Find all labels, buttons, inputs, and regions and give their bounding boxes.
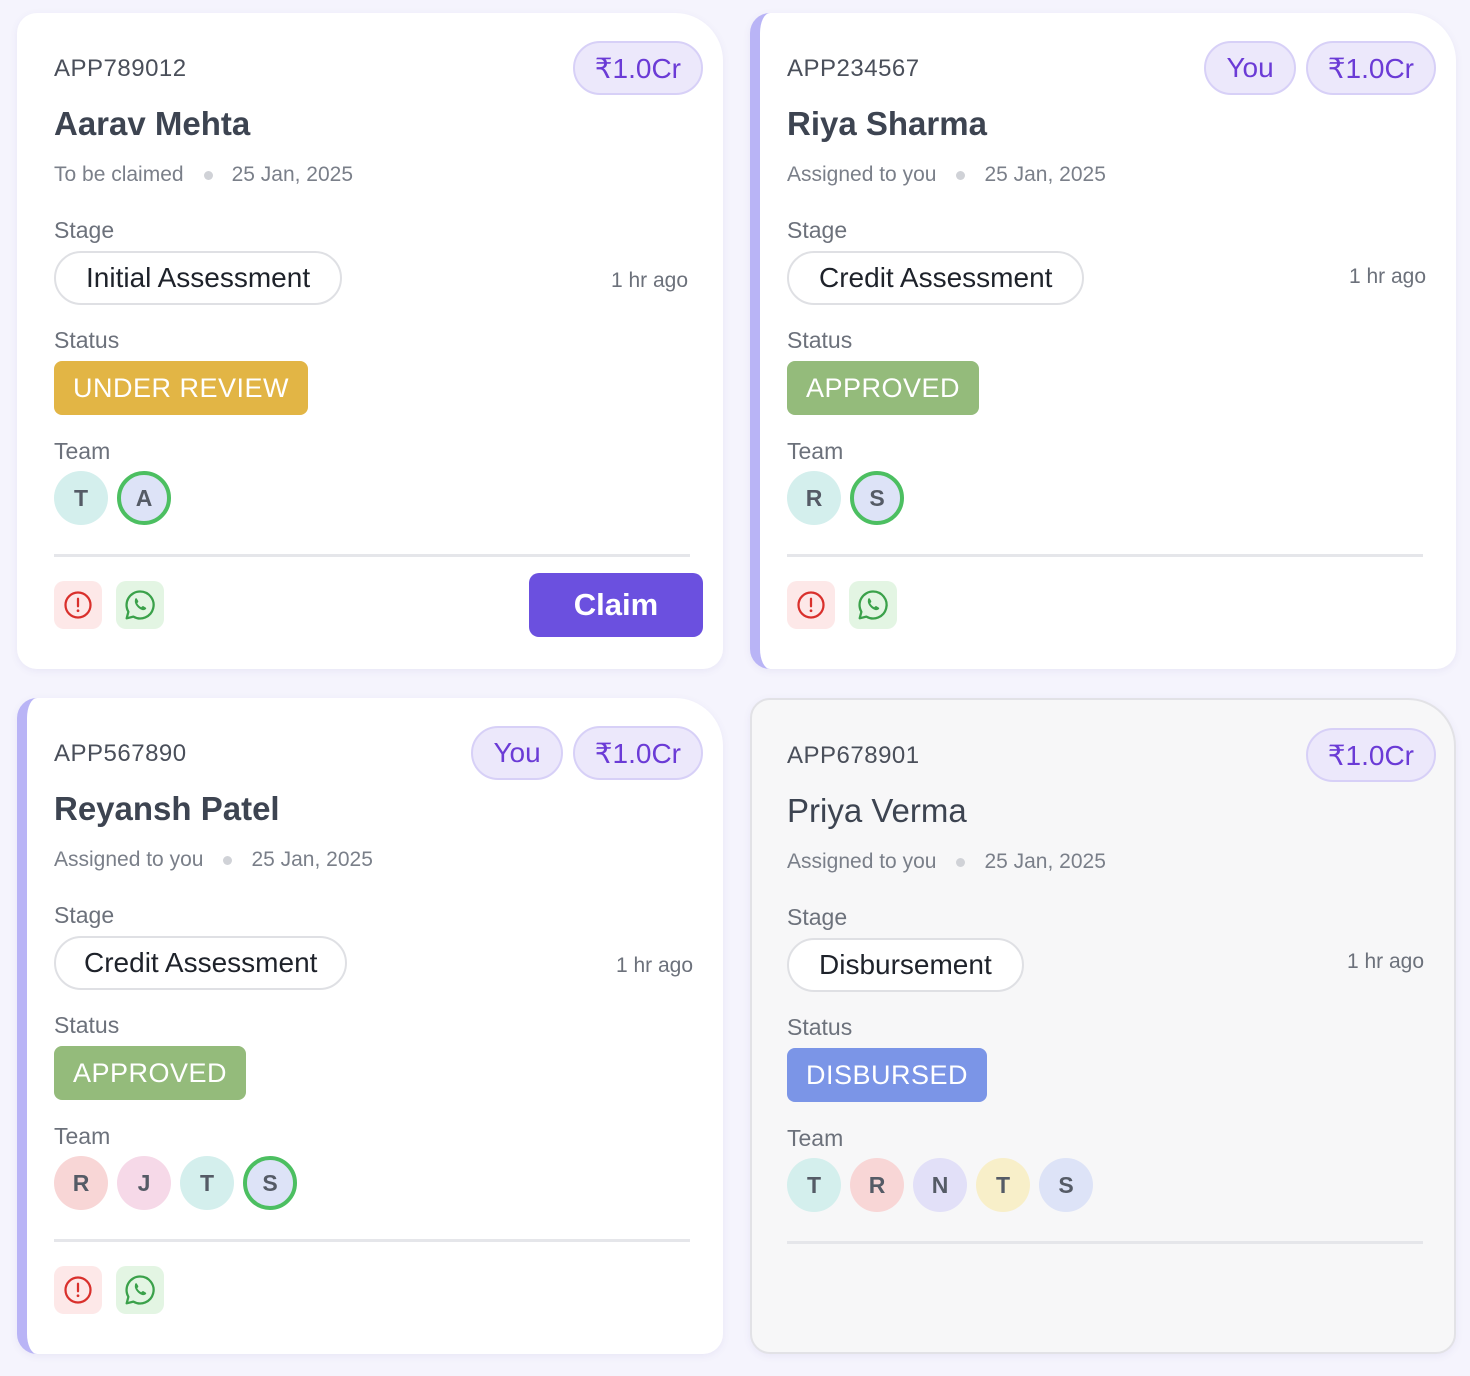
applicant-name: Riya Sharma	[787, 105, 987, 142]
team-avatars: T R N T S	[787, 1158, 1093, 1212]
status-badge: DISBURSED	[787, 1048, 988, 1102]
stage-chip: Credit Assessment	[54, 936, 348, 990]
avatar[interactable]: S	[850, 471, 904, 525]
separator-dot	[956, 857, 966, 867]
avatar[interactable]: N	[913, 1158, 967, 1212]
team-avatars: T A	[54, 471, 171, 525]
separator-dot	[223, 855, 233, 865]
divider	[54, 554, 690, 557]
stage-chip: Initial Assessment	[54, 251, 343, 305]
application-date: 25 Jan, 2025	[251, 848, 373, 871]
whatsapp-button[interactable]	[116, 581, 164, 629]
application-date: 25 Jan, 2025	[984, 850, 1106, 873]
separator-dot	[956, 170, 966, 180]
team-avatars: R S	[787, 471, 904, 525]
alert-button[interactable]	[54, 1266, 102, 1314]
avatar[interactable]: R	[787, 471, 841, 525]
divider	[787, 554, 1423, 557]
whatsapp-button[interactable]	[849, 581, 897, 629]
applicant-name: Reyansh Patel	[54, 790, 280, 827]
assignment-status: Assigned to you	[54, 848, 204, 871]
avatar[interactable]: T	[180, 1156, 234, 1210]
stage-label: Stage	[54, 217, 115, 243]
you-badge: You	[471, 726, 563, 780]
status-badge: APPROVED	[54, 1046, 247, 1100]
application-date: 25 Jan, 2025	[984, 163, 1106, 186]
whatsapp-icon	[858, 590, 888, 620]
status-badge: UNDER REVIEW	[54, 361, 309, 415]
whatsapp-icon	[125, 590, 155, 620]
amount-badge: ₹1.0Cr	[572, 726, 703, 780]
assignment-status: Assigned to you	[787, 850, 937, 873]
stage-chip: Disbursement	[787, 938, 1024, 992]
team-label: Team	[54, 1123, 111, 1149]
time-ago: 1 hr ago	[610, 269, 688, 292]
stage-chip: Credit Assessment	[787, 251, 1085, 305]
claim-button[interactable]: Claim	[529, 573, 703, 637]
status-label: Status	[787, 1014, 853, 1040]
time-ago: 1 hr ago	[1348, 265, 1426, 288]
avatar[interactable]: R	[54, 1156, 108, 1210]
team-label: Team	[787, 438, 844, 464]
whatsapp-button[interactable]	[116, 1266, 164, 1314]
avatar[interactable]: T	[54, 471, 108, 525]
application-date: 25 Jan, 2025	[231, 163, 354, 186]
avatar[interactable]: S	[1039, 1158, 1093, 1212]
whatsapp-icon	[125, 1275, 155, 1305]
alert-button[interactable]	[54, 581, 102, 629]
you-badge: You	[1204, 41, 1296, 95]
avatar[interactable]: J	[117, 1156, 171, 1210]
divider	[787, 1241, 1423, 1244]
team-avatars: R J T S	[54, 1156, 297, 1210]
amount-badge: ₹1.0Cr	[1305, 41, 1436, 95]
avatar[interactable]: T	[787, 1158, 841, 1212]
stage-label: Stage	[787, 217, 848, 243]
alert-icon	[64, 591, 92, 619]
stage-label: Stage	[787, 904, 848, 930]
application-card[interactable]: APP234567 You ₹1.0Cr Riya Sharma Assigne…	[750, 13, 1456, 669]
team-label: Team	[787, 1125, 844, 1151]
team-label: Team	[54, 438, 111, 464]
amount-badge: ₹1.0Cr	[572, 41, 703, 95]
alert-button[interactable]	[787, 581, 835, 629]
alert-icon	[64, 1276, 92, 1304]
application-id: APP678901	[787, 742, 920, 769]
avatar[interactable]: A	[117, 471, 171, 525]
application-card[interactable]: APP567890 You ₹1.0Cr Reyansh Patel Assig…	[17, 698, 723, 1354]
assignment-status: To be claimed	[54, 163, 184, 186]
avatar[interactable]: T	[976, 1158, 1030, 1212]
status-label: Status	[54, 327, 120, 353]
application-id: APP789012	[54, 55, 187, 82]
application-card[interactable]: APP678901 ₹1.0Cr Priya Verma Assigned to…	[750, 698, 1456, 1354]
alert-icon	[797, 591, 825, 619]
status-badge: APPROVED	[787, 361, 980, 415]
time-ago: 1 hr ago	[615, 954, 693, 977]
application-card[interactable]: APP789012 ₹1.0Cr Aarav Mehta To be claim…	[17, 13, 723, 669]
avatar[interactable]: R	[850, 1158, 904, 1212]
time-ago: 1 hr ago	[1346, 950, 1424, 973]
application-id: APP234567	[787, 55, 920, 82]
applicant-name: Priya Verma	[787, 792, 967, 829]
stage-label: Stage	[54, 902, 115, 928]
assignment-status: Assigned to you	[787, 163, 937, 186]
avatar[interactable]: S	[243, 1156, 297, 1210]
separator-dot	[203, 170, 213, 180]
amount-badge: ₹1.0Cr	[1305, 728, 1436, 782]
application-id: APP567890	[54, 740, 187, 767]
applicant-name: Aarav Mehta	[54, 105, 251, 142]
status-label: Status	[54, 1012, 120, 1038]
status-label: Status	[787, 327, 853, 353]
divider	[54, 1239, 690, 1242]
